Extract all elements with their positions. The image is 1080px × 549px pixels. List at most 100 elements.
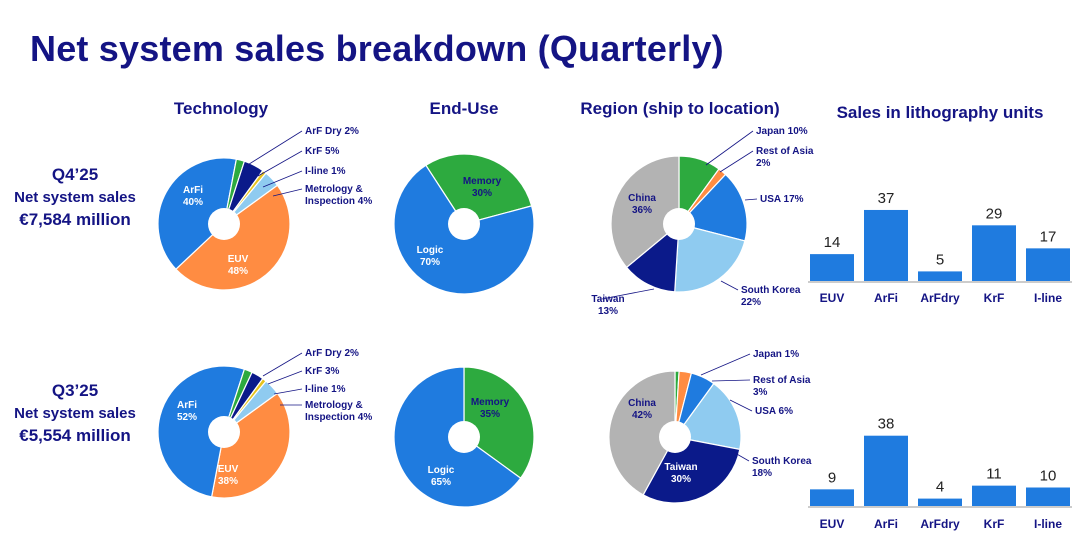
bar-i-line bbox=[1026, 248, 1070, 281]
pie-slice-south-korea bbox=[674, 223, 746, 293]
slice-label-arf-dry: ArF Dry 2% bbox=[305, 126, 359, 137]
slice-label-china: China 36% bbox=[628, 193, 656, 216]
pie-chart-end-use-q3-25 bbox=[393, 366, 535, 508]
bar-euv bbox=[810, 489, 854, 506]
bar-category-label: ArFi bbox=[874, 517, 898, 531]
pie-slice-memory bbox=[463, 366, 535, 479]
slice-label-memory: Memory 35% bbox=[471, 397, 510, 420]
bar-value-label: 17 bbox=[1040, 228, 1057, 245]
leader-line-arf-dry bbox=[245, 130, 303, 167]
leader-line-japan bbox=[700, 353, 751, 376]
bar-category-label: ArFdry bbox=[920, 517, 960, 531]
pie-chart-technology-q3-25 bbox=[157, 352, 303, 499]
bar-category-label: I-line bbox=[1034, 291, 1062, 305]
slice-label-krf: KrF 3% bbox=[305, 366, 340, 377]
donut-hole bbox=[208, 416, 240, 448]
bar-value-label: 38 bbox=[878, 416, 895, 433]
bar-category-label: EUV bbox=[820, 517, 845, 531]
slice-label-arfi: ArFi 40% bbox=[183, 185, 203, 208]
bar-i-line bbox=[1026, 487, 1070, 506]
bar-chart-q3-25: 9 EUV 38 ArFi 4 ArFdry 11 KrF 10 I-line bbox=[808, 416, 1072, 531]
leader-line-taiwan bbox=[601, 288, 655, 300]
slice-label-euv: EUV 38% bbox=[218, 464, 239, 487]
slice-label-arf-dry: ArF Dry 2% bbox=[305, 348, 359, 359]
bar-value-label: 9 bbox=[828, 469, 836, 486]
slice-label-logic: Logic 70% bbox=[417, 245, 444, 268]
pie-chart-end-use-q4-25 bbox=[393, 153, 535, 295]
slice-label-krf: KrF 5% bbox=[305, 146, 340, 157]
slice-label-china: China 42% bbox=[628, 398, 656, 421]
leader-line-south-korea bbox=[734, 452, 750, 462]
bar-value-label: 37 bbox=[878, 190, 895, 207]
quarter-sales-value: €5,554 million bbox=[19, 426, 131, 445]
leader-line-krf bbox=[257, 150, 303, 177]
slice-label-japan: Japan 1% bbox=[753, 349, 799, 360]
slice-label-arfi: ArFi 52% bbox=[177, 400, 197, 423]
bar-value-label: 10 bbox=[1040, 468, 1057, 485]
donut-hole bbox=[448, 208, 480, 240]
bar-category-label: I-line bbox=[1034, 517, 1062, 531]
bar-arfi bbox=[864, 209, 908, 281]
leader-line-rest-of-asia bbox=[719, 150, 754, 173]
pie-slice-china bbox=[610, 155, 680, 269]
slice-label-usa: USA 6% bbox=[755, 406, 793, 417]
donut-hole bbox=[659, 421, 691, 453]
slice-label-usa: USA 17% bbox=[760, 194, 804, 205]
bar-category-label: EUV bbox=[820, 291, 845, 305]
pie-slice-euv bbox=[175, 184, 291, 291]
slice-label-taiwan: Taiwan 30% bbox=[664, 462, 697, 485]
slice-label-metrology-and-inspection: Metrology & Inspection 4% bbox=[305, 184, 372, 207]
bar-category-label: KrF bbox=[984, 291, 1005, 305]
pie-slice-metrology-and-inspection bbox=[223, 172, 279, 225]
donut-hole bbox=[663, 208, 695, 240]
leader-line-japan bbox=[705, 130, 754, 166]
quarter-sales-label: Net system sales bbox=[14, 405, 136, 422]
header-units: Sales in lithography units bbox=[836, 103, 1044, 122]
header-region: Region (ship to location) bbox=[580, 99, 780, 118]
leader-line-rest-of-asia bbox=[711, 379, 751, 382]
quarter-sales-value: €7,584 million bbox=[19, 210, 131, 229]
leader-line-arf-dry bbox=[262, 352, 303, 377]
slice-label-taiwan: Taiwan 13% bbox=[591, 294, 624, 317]
bar-value-label: 4 bbox=[936, 479, 944, 496]
bar-krf bbox=[972, 225, 1016, 281]
bar-category-label: KrF bbox=[984, 517, 1005, 531]
bar-value-label: 14 bbox=[824, 234, 841, 251]
leader-line-south-korea bbox=[720, 280, 739, 291]
bar-value-label: 29 bbox=[986, 205, 1003, 222]
quarter-name: Q3’25 bbox=[51, 381, 99, 400]
leader-line-i-line bbox=[273, 388, 303, 395]
bar-category-label: ArFdry bbox=[920, 291, 960, 305]
pie-slice-euv bbox=[210, 392, 291, 499]
pie-slice-china bbox=[608, 370, 676, 496]
donut-hole bbox=[208, 208, 240, 240]
leader-line-krf bbox=[267, 370, 303, 385]
bar-arfi bbox=[864, 435, 908, 506]
pie-slice-memory bbox=[425, 153, 533, 225]
slice-label-rest-of-asia: Rest of Asia 3% bbox=[753, 375, 811, 398]
slice-label-memory: Memory 30% bbox=[463, 176, 502, 199]
slice-label-south-korea: South Korea 18% bbox=[752, 456, 812, 479]
quarter-sales-label: Net system sales bbox=[14, 189, 136, 206]
leader-line-usa bbox=[744, 198, 758, 201]
bar-krf bbox=[972, 485, 1016, 506]
pie-slice-usa bbox=[677, 173, 748, 242]
leader-line-usa bbox=[729, 399, 753, 412]
donut-hole bbox=[448, 421, 480, 453]
pie-slice-taiwan bbox=[642, 436, 741, 504]
bar-value-label: 5 bbox=[936, 251, 944, 268]
pie-slice-taiwan bbox=[625, 222, 680, 293]
pie-chart-technology-q4-25 bbox=[157, 130, 303, 291]
bar-chart-q4-25: 14 EUV 37 ArFi 5 ArFdry 29 KrF 17 I-line bbox=[808, 190, 1072, 305]
pie-chart-region-ship-to-location-q3-25 bbox=[608, 353, 753, 504]
slice-label-south-korea: South Korea 22% bbox=[741, 285, 801, 308]
bar-category-label: ArFi bbox=[874, 291, 898, 305]
slice-label-i-line: I-line 1% bbox=[305, 384, 346, 395]
slice-label-i-line: I-line 1% bbox=[305, 166, 346, 177]
bar-arfdry bbox=[918, 498, 962, 506]
quarter-label-q3: Q3’25 Net system sales €5,554 million bbox=[0, 380, 150, 447]
bar-arfdry bbox=[918, 271, 962, 281]
pie-slice-arfi bbox=[157, 157, 238, 271]
bar-euv bbox=[810, 254, 854, 281]
